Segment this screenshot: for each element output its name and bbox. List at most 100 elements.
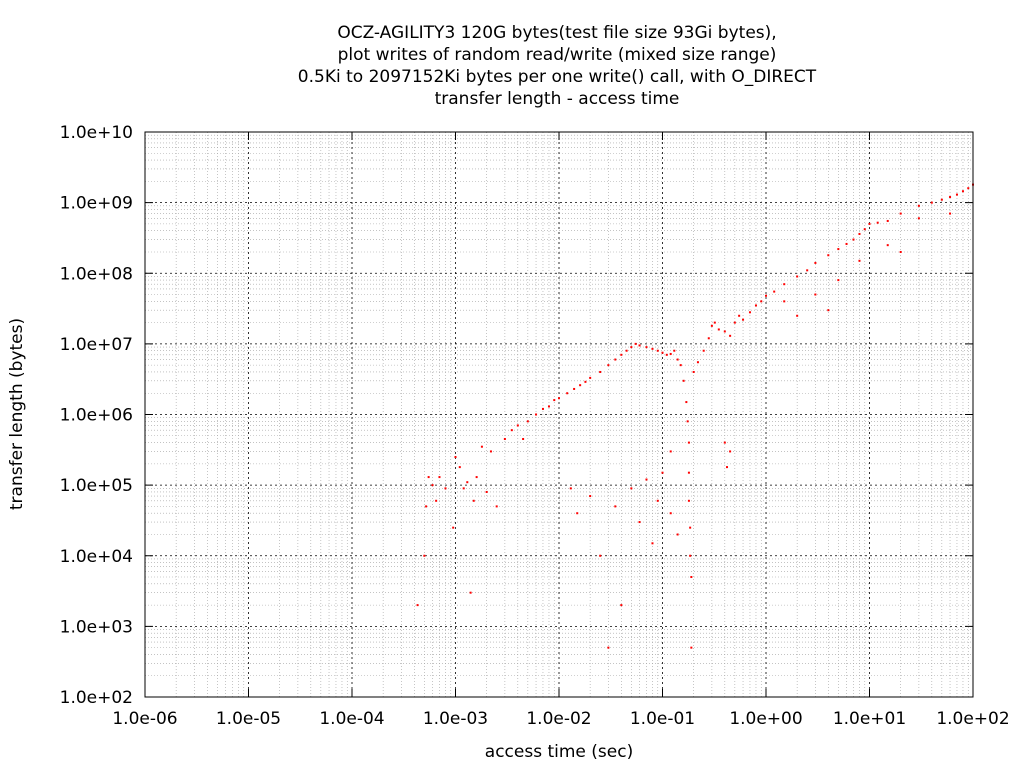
data-point <box>452 526 455 529</box>
data-point <box>656 349 659 352</box>
data-point <box>526 420 529 423</box>
data-point <box>723 330 726 333</box>
data-point <box>806 269 809 272</box>
data-point <box>687 499 690 502</box>
data-point <box>553 399 556 402</box>
data-point <box>886 219 889 222</box>
data-point <box>899 212 902 215</box>
y-tick-label: 1.0e+02 <box>60 688 133 708</box>
data-point <box>814 261 817 264</box>
data-point <box>837 248 840 251</box>
data-point <box>679 364 682 367</box>
data-point <box>661 471 664 474</box>
data-point <box>416 604 419 607</box>
chart-title-line-3: 0.5Ki to 2097152Ki bytes per one write()… <box>298 67 817 87</box>
data-point <box>676 358 679 361</box>
data-point <box>726 466 729 469</box>
data-point <box>584 380 587 383</box>
data-point <box>707 337 710 340</box>
data-point <box>454 456 457 459</box>
data-point <box>858 259 861 262</box>
data-point <box>692 370 695 373</box>
data-point <box>690 576 693 579</box>
data-point <box>485 490 488 493</box>
x-tick-label: 1.0e-04 <box>319 709 384 729</box>
data-point <box>729 450 732 453</box>
data-point <box>814 293 817 296</box>
data-point <box>607 364 610 367</box>
y-axis-ticks: 1.0e+02 1.0e+03 1.0e+04 1.0e+05 1.0e+06 1.0e+… <box>60 123 973 708</box>
data-point <box>638 521 641 524</box>
data-point <box>710 324 713 327</box>
data-point <box>665 353 668 356</box>
data-point <box>796 275 799 278</box>
data-point <box>967 187 970 190</box>
data-point <box>661 351 664 354</box>
x-axis-ticks: 1.0e-06 1.0e-05 1.0e-04 1.0e-03 1.0e-02 1.0e-… <box>112 132 1010 729</box>
chart-title-line-2: plot writes of random read/write (mixed … <box>338 45 777 65</box>
data-point <box>630 487 633 490</box>
data-point <box>676 533 679 536</box>
data-point <box>868 222 871 225</box>
data-point <box>576 512 579 515</box>
data-point <box>444 487 447 490</box>
data-point <box>458 466 461 469</box>
data-point <box>579 384 582 387</box>
data-point <box>689 526 692 529</box>
data-point <box>863 228 866 231</box>
x-tick-label: 1.0e-02 <box>526 709 591 729</box>
data-point <box>685 401 688 404</box>
data-point <box>607 646 610 649</box>
data-point <box>955 193 958 196</box>
data-point <box>773 290 776 293</box>
x-tick-label: 1.0e-05 <box>216 709 281 729</box>
data-point <box>917 204 920 207</box>
data-point <box>620 353 623 356</box>
data-points <box>416 183 974 649</box>
data-point <box>541 407 544 410</box>
major-grid <box>145 132 973 697</box>
data-point <box>783 283 786 286</box>
data-point <box>673 349 676 352</box>
data-point <box>630 346 633 349</box>
data-point <box>573 387 576 390</box>
y-tick-label: 1.0e+08 <box>60 264 133 284</box>
data-point <box>837 279 840 282</box>
data-point <box>614 358 617 361</box>
data-point <box>638 344 641 347</box>
data-point <box>599 370 602 373</box>
data-point <box>760 300 763 303</box>
data-point <box>599 554 602 557</box>
data-point <box>503 437 506 440</box>
data-point <box>669 512 672 515</box>
data-point <box>489 450 492 453</box>
y-tick-label: 1.0e+04 <box>60 547 133 567</box>
data-point <box>796 314 799 317</box>
data-point <box>852 238 855 241</box>
data-point <box>949 196 952 199</box>
data-point <box>425 505 428 508</box>
chart-title: OCZ-AGILITY3 120G bytes(test file size 9… <box>298 23 817 109</box>
data-point <box>435 499 438 502</box>
data-point <box>687 471 690 474</box>
data-point <box>589 495 592 498</box>
data-point <box>783 300 786 303</box>
data-point <box>535 413 538 416</box>
y-tick-label: 1.0e+06 <box>60 406 133 426</box>
y-tick-label: 1.0e+07 <box>60 335 133 355</box>
data-point <box>466 481 469 484</box>
y-tick-label: 1.0e+05 <box>60 476 133 496</box>
data-point <box>917 217 920 220</box>
y-tick-label: 1.0e+09 <box>60 194 133 214</box>
data-point <box>899 250 902 253</box>
data-point <box>886 244 889 247</box>
y-tick-label: 1.0e+03 <box>60 617 133 637</box>
data-point <box>589 376 592 379</box>
data-point <box>961 190 964 193</box>
data-point <box>765 294 767 297</box>
data-point <box>651 542 654 545</box>
data-point <box>754 304 757 307</box>
data-point <box>558 397 560 400</box>
data-point <box>645 346 648 349</box>
